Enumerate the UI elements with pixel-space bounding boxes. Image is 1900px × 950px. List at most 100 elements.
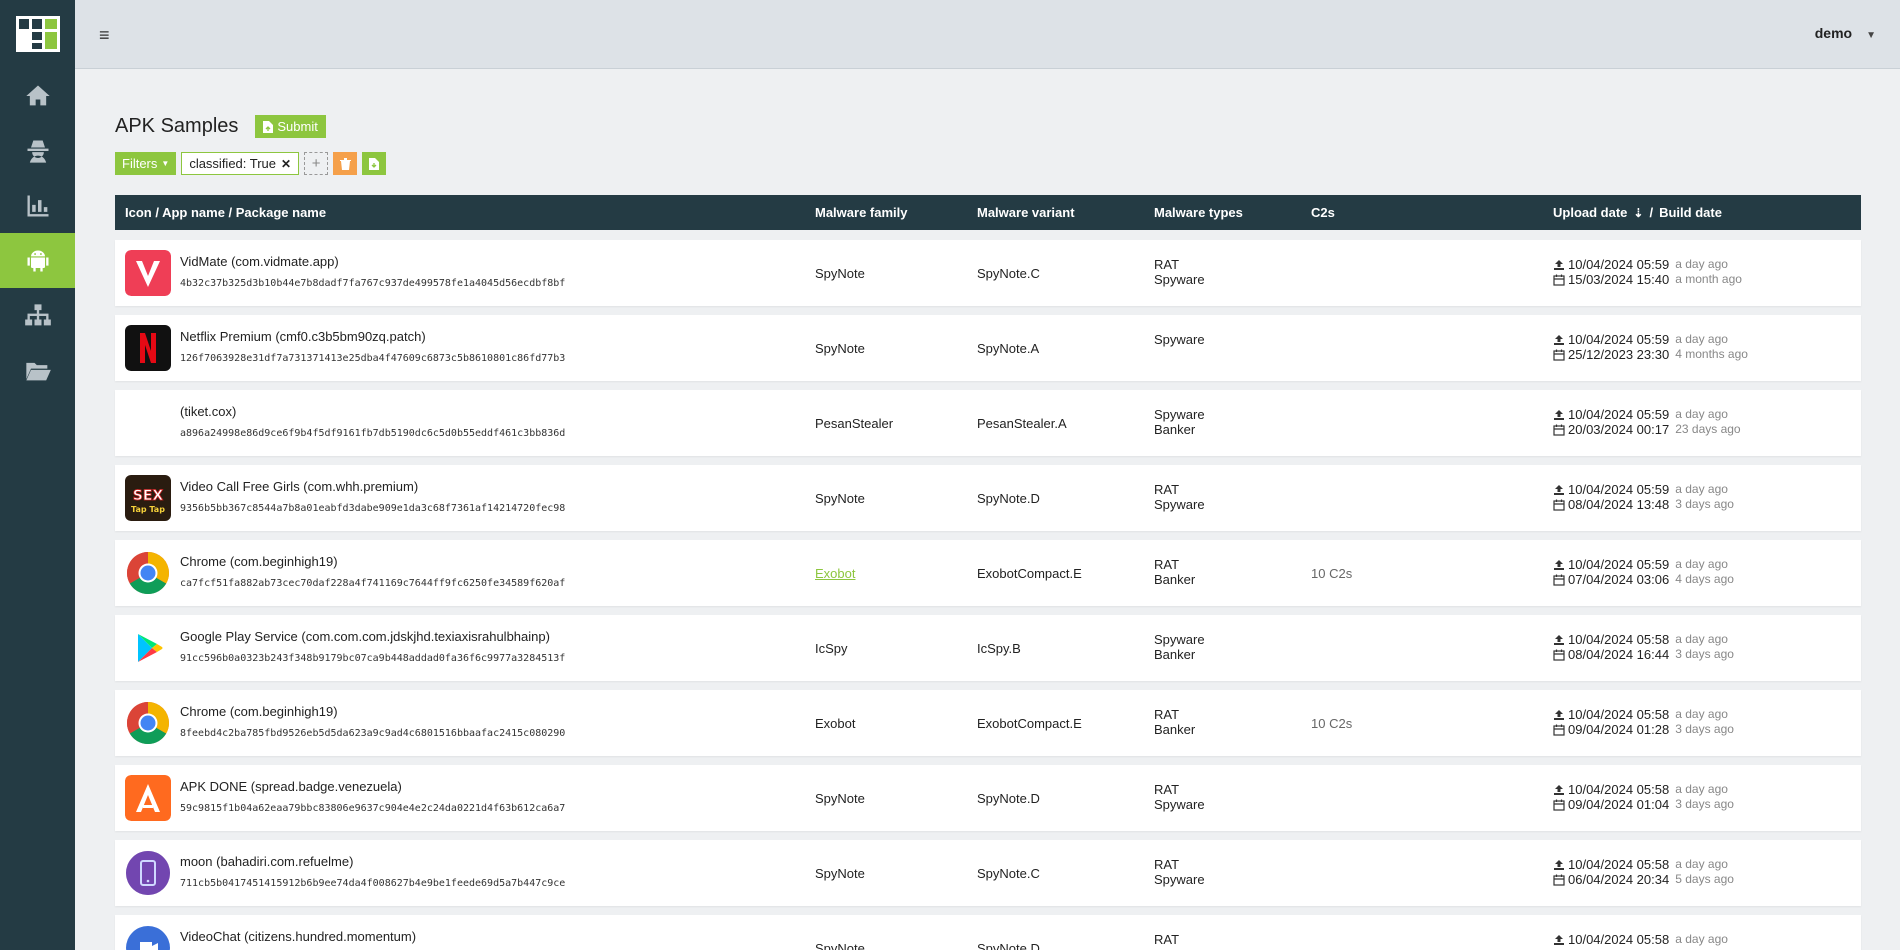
sidebar-item-home[interactable] bbox=[0, 68, 75, 123]
upload-date: 10/04/2024 05:58 a day ago bbox=[1553, 932, 1728, 947]
table-row[interactable]: (tiket.cox) a896a24998e86d9ce6f9b4f5df916… bbox=[115, 390, 1861, 456]
upload-date-relative: a day ago bbox=[1675, 857, 1728, 871]
app-name[interactable]: VideoChat (citizens.hundred.momentum) bbox=[180, 929, 417, 944]
malware-family: SpyNote bbox=[815, 266, 865, 281]
table-row[interactable]: Chrome (com.beginhigh19) 8feebd4c2ba785fb… bbox=[115, 690, 1861, 756]
build-date-value: 09/04/2024 01:28 bbox=[1568, 722, 1670, 737]
malware-type: RAT bbox=[1154, 557, 1180, 572]
table-row[interactable]: moon (bahadiri.com.refuelme) 711cb5b04174… bbox=[115, 840, 1861, 906]
dates-cell: 10/04/2024 05:59 a day ago 25/12/2023 23:3… bbox=[1553, 332, 1748, 362]
add-filter-button[interactable]: + bbox=[304, 152, 329, 175]
app-name[interactable]: Google Play Service (com.com.com.jdskjhd… bbox=[180, 629, 550, 644]
col-c2s[interactable]: C2s bbox=[1311, 205, 1335, 220]
menu-toggle-icon[interactable]: ≡ bbox=[99, 25, 110, 45]
filter-chip[interactable]: classified: True ✕ bbox=[181, 152, 300, 175]
app-name[interactable]: Chrome (com.beginhigh19) bbox=[180, 704, 338, 719]
calendar-icon bbox=[1553, 499, 1565, 511]
filters-dropdown[interactable]: Filters ▼ bbox=[115, 152, 177, 175]
malware-types: RAT Banker bbox=[1154, 557, 1195, 587]
build-date-value: 08/04/2024 16:44 bbox=[1568, 647, 1670, 662]
export-button[interactable] bbox=[362, 152, 387, 175]
col-icon-name[interactable]: Icon / App name / Package name bbox=[125, 205, 327, 220]
build-date-relative: a month ago bbox=[1675, 272, 1742, 286]
col-upload[interactable]: Upload date bbox=[1553, 205, 1628, 220]
table-row[interactable]: VideoChat (citizens.hundred.momentum) Spy… bbox=[115, 915, 1861, 950]
bar-chart-icon bbox=[27, 195, 48, 216]
malware-type: Banker bbox=[1154, 647, 1196, 662]
table-row[interactable]: Netflix Premium (cmf0.c3b5bm90zq.patch) 1… bbox=[115, 315, 1861, 381]
malware-type: RAT bbox=[1154, 782, 1180, 797]
table-row[interactable]: VidMate (com.vidmate.app) 4b32c37b325d3b1… bbox=[115, 240, 1861, 306]
videochat-icon bbox=[125, 925, 171, 950]
dates-cell: 10/04/2024 05:58 a day ago 09/04/2024 01:2… bbox=[1553, 707, 1734, 737]
malware-variant: ExobotCompact.E bbox=[977, 716, 1082, 731]
upload-date-value: 10/04/2024 05:59 bbox=[1568, 257, 1670, 272]
malware-types: Spyware Banker bbox=[1154, 632, 1205, 662]
sidebar-item-malware[interactable] bbox=[0, 123, 75, 178]
app-name[interactable]: Video Call Free Girls (com.whh.premium) bbox=[180, 479, 419, 494]
malware-types: RAT bbox=[1154, 932, 1179, 947]
sidebar-item-statistics[interactable] bbox=[0, 178, 75, 233]
col-family[interactable]: Malware family bbox=[815, 205, 908, 220]
table-row[interactable]: APK DONE (spread.badge.venezuela) 59c9815… bbox=[115, 765, 1861, 831]
app-name[interactable]: moon (bahadiri.com.refuelme) bbox=[180, 854, 354, 869]
malware-type: RAT bbox=[1154, 482, 1180, 497]
submit-label: Submit bbox=[277, 119, 318, 134]
table-row[interactable]: Google Play Service (com.com.com.jdskjhd… bbox=[115, 615, 1861, 681]
build-date-relative: 23 days ago bbox=[1675, 422, 1741, 436]
dates-cell: 10/04/2024 05:58 a day ago 09/04/2024 01:0… bbox=[1553, 782, 1734, 812]
build-date-value: 08/04/2024 13:48 bbox=[1568, 497, 1670, 512]
sidebar-item-files[interactable] bbox=[0, 343, 75, 398]
sort-desc-icon[interactable]: ⇣ bbox=[1633, 205, 1644, 220]
malware-variant: SpyNote.C bbox=[977, 266, 1040, 281]
caret-down-icon: ▼ bbox=[161, 159, 170, 168]
app-logo[interactable] bbox=[0, 0, 75, 68]
upload-date: 10/04/2024 05:59 a day ago bbox=[1553, 482, 1734, 497]
app-name[interactable]: APK DONE (spread.badge.venezuela) bbox=[180, 779, 402, 794]
table-row[interactable]: Chrome (com.beginhigh19) ca7fcf51fa882ab7… bbox=[115, 540, 1861, 606]
malware-family: SpyNote bbox=[815, 491, 865, 506]
app-name[interactable]: Netflix Premium (cmf0.c3b5bm90zq.patch) bbox=[180, 329, 426, 344]
malware-variant: ExobotCompact.E bbox=[977, 566, 1082, 581]
submit-button[interactable]: Submit bbox=[255, 115, 326, 138]
malware-type: Spyware bbox=[1154, 872, 1205, 887]
sha256-hash: 126f7063928e31df7a731371413e25dba4f47609… bbox=[180, 353, 566, 364]
vidmate-icon bbox=[125, 250, 171, 296]
sha256-hash: 9356b5bb367c8544a7b8a01eabfd3dabe909e1da… bbox=[180, 503, 566, 514]
build-date-relative: 4 months ago bbox=[1675, 347, 1748, 361]
svg-text:SEX: SEX bbox=[133, 488, 164, 504]
table-row[interactable]: SEX Tap Tap Video Call Free Girls (com.whh… bbox=[115, 465, 1861, 531]
col-build[interactable]: Build date bbox=[1659, 205, 1722, 220]
chrome-icon bbox=[125, 550, 171, 596]
app-name[interactable]: VidMate (com.vidmate.app) bbox=[180, 254, 339, 269]
col-types[interactable]: Malware types bbox=[1154, 205, 1243, 220]
upload-date: 10/04/2024 05:59 a day ago bbox=[1553, 257, 1742, 272]
calendar-icon bbox=[1553, 649, 1565, 661]
upload-date-value: 10/04/2024 05:59 bbox=[1568, 482, 1670, 497]
malware-type: RAT bbox=[1154, 707, 1180, 722]
build-date-value: 20/03/2024 00:17 bbox=[1568, 422, 1670, 437]
close-icon[interactable]: ✕ bbox=[281, 156, 292, 171]
malware-variant: IcSpy.B bbox=[977, 641, 1021, 656]
build-date: 15/03/2024 15:40 a month ago bbox=[1553, 272, 1742, 287]
file-download-icon bbox=[369, 157, 380, 170]
upload-date-value: 10/04/2024 05:59 bbox=[1568, 557, 1670, 572]
sidebar-item-hierarchy[interactable] bbox=[0, 288, 75, 343]
col-variant[interactable]: Malware variant bbox=[977, 205, 1075, 220]
sha256-hash: 711cb5b0417451415912b6b9ee74da4f008627b4… bbox=[180, 878, 566, 889]
app-name[interactable]: Chrome (com.beginhigh19) bbox=[180, 554, 338, 569]
malware-family[interactable]: Exobot bbox=[815, 566, 856, 581]
col-separator: / bbox=[1649, 205, 1654, 220]
malware-type: Banker bbox=[1154, 572, 1196, 587]
sidebar-item-apk-samples[interactable] bbox=[0, 233, 75, 288]
user-menu[interactable]: demo ▼ bbox=[1815, 25, 1876, 41]
top-bar: ≡ demo ▼ bbox=[75, 0, 1900, 69]
malware-type: RAT bbox=[1154, 932, 1180, 947]
upload-date: 10/04/2024 05:58 a day ago bbox=[1553, 707, 1734, 722]
upload-date-value: 10/04/2024 05:58 bbox=[1568, 632, 1670, 647]
clear-filters-button[interactable] bbox=[333, 152, 358, 175]
dates-cell: 10/04/2024 05:58 a day ago 06/04/2024 20:3… bbox=[1553, 857, 1734, 887]
app-name[interactable]: (tiket.cox) bbox=[180, 404, 237, 419]
page-title: APK Samples bbox=[115, 115, 239, 137]
upload-date-relative: a day ago bbox=[1675, 332, 1728, 346]
